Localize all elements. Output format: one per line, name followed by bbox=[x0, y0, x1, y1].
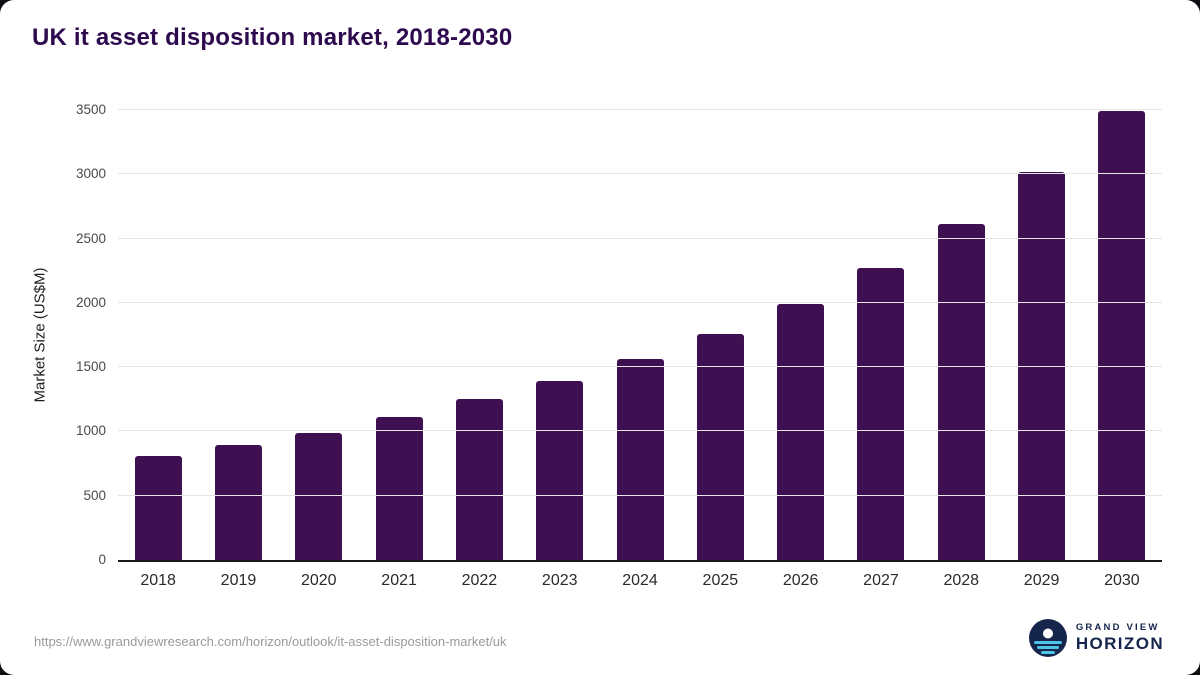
y-tick-label-0: 0 bbox=[98, 552, 106, 567]
bar-slot-2025 bbox=[680, 110, 760, 560]
bar-slot-2024 bbox=[600, 110, 680, 560]
x-tick-label-2018: 2018 bbox=[140, 572, 176, 589]
bar-slot-2028 bbox=[921, 110, 1001, 560]
gridline-3500 bbox=[118, 109, 1162, 110]
bars-container bbox=[118, 110, 1162, 560]
bar-slot-2030 bbox=[1082, 110, 1162, 560]
gridline-1500 bbox=[118, 366, 1162, 368]
y-tick-label-2000: 2000 bbox=[75, 294, 106, 310]
x-tick-label-2026: 2026 bbox=[782, 572, 819, 589]
bar-2030 bbox=[1098, 111, 1146, 560]
gridline-3000 bbox=[118, 173, 1162, 175]
x-tick-label-2024: 2024 bbox=[622, 572, 658, 589]
bar-slot-2021 bbox=[359, 110, 439, 560]
bar-2028 bbox=[937, 223, 985, 560]
logo-grand-view-label: GRAND VIEW bbox=[1075, 622, 1160, 633]
bar-2024 bbox=[616, 359, 664, 560]
bar-2023 bbox=[536, 381, 584, 560]
x-tick-label-2019: 2019 bbox=[220, 572, 257, 589]
x-tick-label-2020: 2020 bbox=[300, 572, 337, 589]
horizon-globe-icon bbox=[1028, 619, 1067, 657]
brand-logo: GRAND VIEW HORIZON bbox=[1028, 619, 1164, 657]
bar-2027 bbox=[857, 268, 905, 560]
bar-slot-2020 bbox=[279, 110, 359, 560]
bar-slot-2029 bbox=[1001, 110, 1081, 560]
bar-slot-2022 bbox=[439, 110, 519, 560]
x-tick-label-2030: 2030 bbox=[1104, 572, 1140, 589]
y-tick-label-3000: 3000 bbox=[75, 166, 106, 182]
bar-slot-2019 bbox=[198, 110, 278, 560]
bar-slot-2027 bbox=[841, 110, 921, 560]
x-tick-label-2029: 2029 bbox=[1023, 572, 1060, 589]
x-tick-label-2025: 2025 bbox=[702, 572, 739, 589]
bar-slot-2026 bbox=[761, 110, 841, 560]
chart-title: UK it asset disposition market, 2018-203… bbox=[32, 24, 513, 51]
bar-2022 bbox=[455, 399, 503, 560]
x-tick-label-2023: 2023 bbox=[541, 572, 578, 589]
x-axis-labels: 2018 2019 2020 2021 2022 2023 2024 2025 2026 2027… bbox=[118, 572, 1162, 590]
bar-2026 bbox=[777, 304, 825, 560]
bar-slot-2023 bbox=[520, 110, 600, 560]
bar-2020 bbox=[295, 432, 343, 560]
logo-text: GRAND VIEW HORIZON bbox=[1076, 622, 1164, 654]
gridline-2500 bbox=[118, 237, 1162, 239]
logo-horizon-label: HORIZON bbox=[1075, 634, 1164, 653]
y-tick-label-500: 500 bbox=[83, 487, 106, 503]
y-axis-label: Market Size (US$M) bbox=[31, 267, 49, 403]
bar-2021 bbox=[375, 416, 423, 560]
x-tick-label-2028: 2028 bbox=[943, 572, 980, 589]
y-tick-label-3500: 3500 bbox=[75, 102, 106, 117]
gridline-1000 bbox=[118, 430, 1162, 432]
x-tick-label-2022: 2022 bbox=[461, 572, 498, 589]
bar-slot-2018 bbox=[118, 110, 198, 560]
y-tick-label-2500: 2500 bbox=[75, 230, 106, 246]
y-tick-label-1000: 1000 bbox=[75, 423, 106, 439]
gridline-2000 bbox=[118, 301, 1162, 303]
plot-area: 2018 2019 2020 2021 2022 2023 2024 2025 2026 2027… bbox=[76, 102, 1162, 589]
source-url: https://www.grandviewresearch.com/horizo… bbox=[34, 634, 507, 649]
bar-2025 bbox=[696, 333, 744, 560]
x-tick-label-2027: 2027 bbox=[863, 572, 899, 589]
x-tick-label-2021: 2021 bbox=[381, 572, 417, 589]
y-tick-label-1500: 1500 bbox=[75, 359, 106, 375]
bar-2018 bbox=[134, 455, 182, 560]
bar-2019 bbox=[214, 444, 262, 560]
gridline-500 bbox=[118, 494, 1162, 496]
